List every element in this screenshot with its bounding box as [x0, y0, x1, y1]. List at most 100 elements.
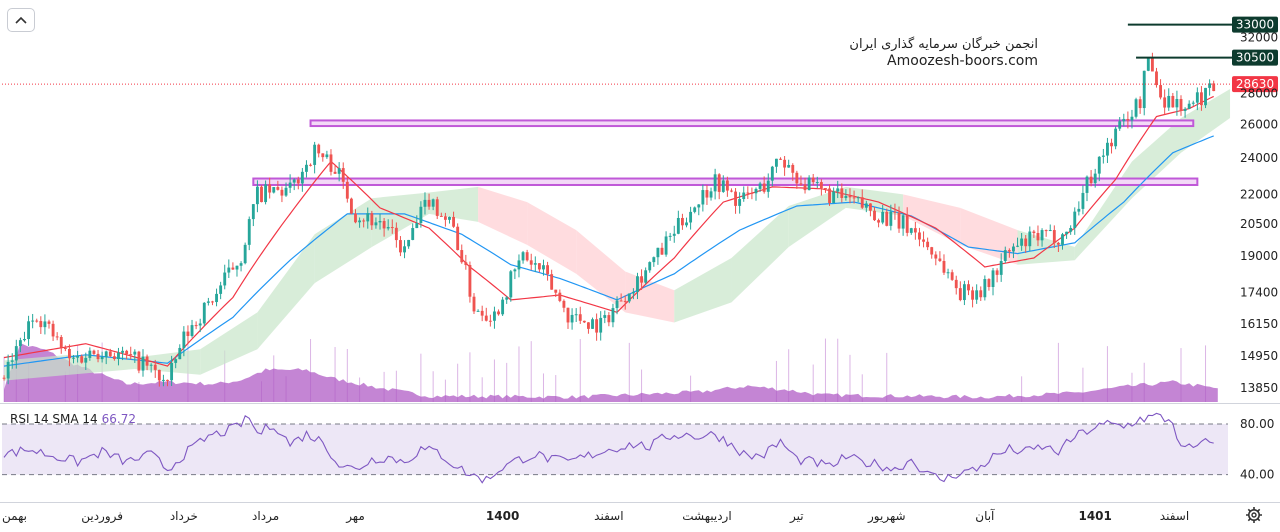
candle-body	[443, 216, 447, 220]
y-tick-label: 17400	[1240, 286, 1278, 300]
candle-body	[521, 252, 525, 261]
candle-body	[439, 215, 443, 217]
candle-body	[1142, 70, 1146, 109]
candle-body	[161, 379, 165, 381]
candle-body	[746, 192, 750, 194]
collapse-button[interactable]	[7, 8, 35, 32]
candle-body	[1179, 98, 1183, 111]
candle-body	[10, 360, 14, 362]
candle-body	[141, 356, 145, 371]
candle-body	[1020, 238, 1024, 246]
candle-body	[627, 293, 631, 302]
candle-body	[852, 197, 856, 199]
y-tick-label: 20500	[1240, 217, 1278, 231]
candle-body	[1150, 57, 1154, 72]
candle-body	[930, 247, 934, 255]
candle-body	[1208, 83, 1212, 88]
cloud-segment	[1181, 88, 1231, 153]
candle-body	[856, 197, 860, 199]
candle-body	[913, 228, 917, 233]
candle-body	[108, 351, 112, 357]
candle-body	[194, 325, 198, 327]
candle-body	[1101, 155, 1105, 157]
candle-body	[1085, 176, 1089, 193]
ema-slow-line	[3, 135, 1214, 367]
candle-body	[260, 186, 263, 203]
candle-body	[954, 279, 958, 289]
rsi-legend[interactable]: RSI 14 SMA 14 66.72	[10, 412, 136, 426]
candle-body	[480, 310, 484, 316]
candle-body	[721, 180, 725, 192]
candle-body	[811, 177, 815, 183]
candle-body	[754, 188, 758, 194]
y-tick-label: 24000	[1240, 151, 1278, 165]
gear-icon[interactable]	[1245, 506, 1263, 528]
candle-body	[652, 257, 656, 263]
candle-body	[991, 270, 995, 287]
rsi-tick-label: 40.00	[1240, 468, 1274, 482]
candle-body	[1052, 230, 1056, 243]
candle-body	[717, 174, 721, 192]
candle-body	[170, 362, 174, 381]
y-tick-label: 13850	[1240, 381, 1278, 395]
candle-body	[305, 164, 308, 172]
candle-body	[758, 183, 762, 189]
candle-body	[766, 180, 770, 192]
candle-body	[1048, 230, 1052, 232]
candle-body	[705, 190, 709, 198]
candle-body	[934, 254, 938, 259]
candle-body	[251, 204, 255, 220]
candle-body	[178, 347, 182, 360]
candle-body	[1122, 118, 1126, 122]
candle-body	[537, 263, 541, 270]
y-tick-label: 14950	[1240, 349, 1278, 363]
candle-body	[901, 215, 905, 229]
candle-body	[971, 290, 975, 300]
candle-body	[174, 359, 178, 363]
candle-body	[815, 182, 819, 184]
candle-body	[1171, 95, 1175, 108]
candle-body	[219, 285, 223, 294]
candle-body	[198, 323, 202, 326]
candle-body	[182, 331, 186, 348]
ema-fast-line	[3, 95, 1214, 367]
x-tick-label: اردیبهشت	[682, 509, 731, 524]
candle-body	[603, 315, 607, 318]
price-tag-label: 30500	[1236, 51, 1274, 65]
candle-body	[67, 348, 71, 359]
candle-body	[799, 183, 803, 185]
x-tick-label: 1400	[486, 509, 519, 523]
candle-body	[317, 144, 321, 154]
candle-body	[1212, 83, 1216, 92]
candle-body	[689, 211, 693, 223]
candle-body	[648, 262, 652, 271]
candle-body	[542, 265, 545, 270]
x-tick-label: بهمن	[2, 509, 27, 524]
candles	[2, 52, 1216, 387]
watermark: انجمن خبرگان سرمایه گذاری ایران Amoozesh…	[849, 37, 1038, 69]
price-tag-bg	[1232, 16, 1278, 33]
candle-body	[1106, 142, 1109, 156]
candle-body	[803, 184, 807, 191]
y-tick-label: 32000	[1240, 30, 1278, 44]
candle-body	[1093, 173, 1097, 184]
candle-body	[770, 166, 774, 181]
candle-body	[889, 211, 893, 226]
cloud-segment	[257, 234, 315, 350]
candle-body	[358, 220, 362, 223]
candle-body	[394, 227, 398, 241]
candle-body	[1028, 231, 1032, 247]
cloud-segment	[903, 194, 961, 245]
candle-body	[922, 239, 925, 242]
candle-body	[873, 210, 876, 221]
candle-body	[280, 189, 284, 196]
candle-body	[231, 267, 235, 270]
candle-body	[607, 315, 611, 323]
candle-body	[505, 297, 509, 300]
candle-body	[488, 320, 492, 322]
candle-body	[958, 288, 962, 301]
candle-body	[824, 187, 827, 189]
candle-body	[582, 320, 586, 323]
candle-body	[1159, 85, 1163, 98]
candle-body	[125, 350, 129, 355]
